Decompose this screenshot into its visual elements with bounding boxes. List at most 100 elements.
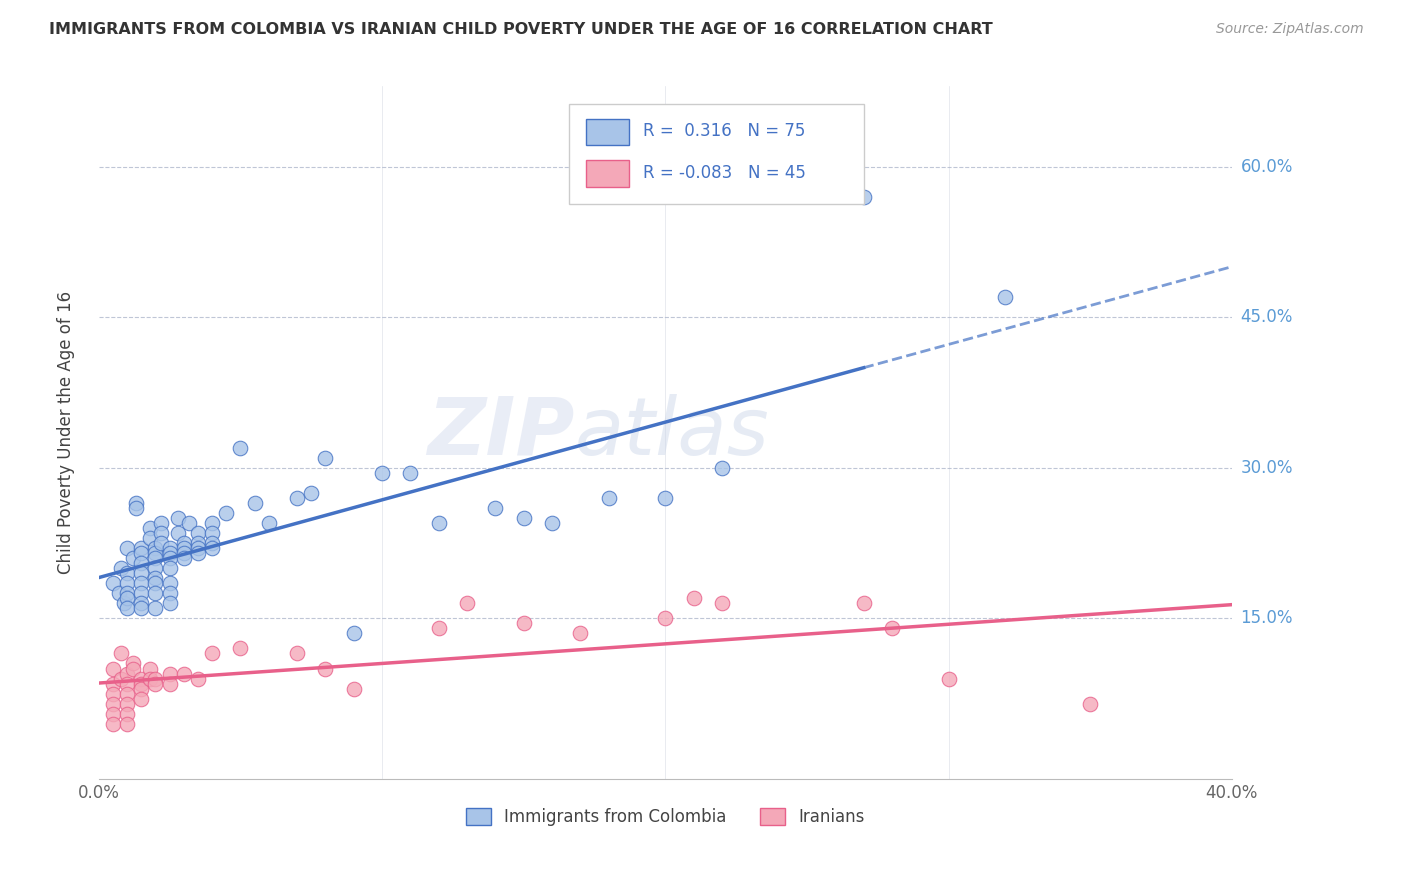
Point <box>201 647 224 661</box>
Point <box>512 616 534 631</box>
Point <box>110 647 132 661</box>
Point <box>243 496 266 510</box>
Point <box>159 551 181 566</box>
Point <box>145 586 167 600</box>
Point <box>115 541 138 555</box>
Point <box>121 657 143 671</box>
Point <box>110 561 132 575</box>
Point <box>173 546 195 560</box>
Point <box>139 531 162 545</box>
Point <box>285 491 308 505</box>
Point <box>139 672 162 686</box>
Text: 60.0%: 60.0% <box>1240 158 1292 176</box>
Point <box>129 541 152 555</box>
Y-axis label: Child Poverty Under the Age of 16: Child Poverty Under the Age of 16 <box>58 291 75 574</box>
Point <box>124 496 146 510</box>
Point <box>229 441 252 455</box>
Point <box>201 526 224 541</box>
Point <box>145 576 167 591</box>
Text: Source: ZipAtlas.com: Source: ZipAtlas.com <box>1216 22 1364 37</box>
Point <box>314 450 336 465</box>
Point <box>124 500 146 515</box>
Point <box>167 526 190 541</box>
Point <box>145 672 167 686</box>
Point <box>159 576 181 591</box>
Point <box>129 566 152 581</box>
Point <box>427 516 450 530</box>
Point <box>115 676 138 690</box>
Point <box>129 681 152 696</box>
Point <box>159 561 181 575</box>
Point <box>399 466 422 480</box>
Text: 15.0%: 15.0% <box>1240 609 1294 627</box>
Point <box>150 536 173 550</box>
Point <box>129 556 152 570</box>
Point <box>512 511 534 525</box>
Point <box>139 661 162 675</box>
Point <box>159 596 181 610</box>
Bar <box>586 161 628 186</box>
Point <box>145 551 167 566</box>
Point <box>187 672 209 686</box>
Point <box>299 486 322 500</box>
Point <box>129 672 152 686</box>
Point <box>201 536 224 550</box>
Point <box>201 541 224 555</box>
Point <box>101 706 124 721</box>
Point <box>101 576 124 591</box>
Point <box>101 687 124 701</box>
Point <box>229 641 252 656</box>
Point <box>101 661 124 675</box>
Point <box>682 591 704 606</box>
Point <box>1078 697 1101 711</box>
Point <box>201 516 224 530</box>
Point <box>139 521 162 535</box>
Point <box>187 526 209 541</box>
Point <box>145 676 167 690</box>
Point <box>121 551 143 566</box>
Point <box>115 666 138 681</box>
Point <box>145 546 167 560</box>
Point <box>159 586 181 600</box>
Point <box>159 546 181 560</box>
Point <box>101 676 124 690</box>
Text: 30.0%: 30.0% <box>1240 458 1294 476</box>
Point <box>598 491 620 505</box>
Point <box>427 621 450 635</box>
Text: R = -0.083   N = 45: R = -0.083 N = 45 <box>643 164 806 182</box>
Point <box>115 706 138 721</box>
Point <box>852 596 875 610</box>
Point <box>173 551 195 566</box>
Point <box>115 586 138 600</box>
Point <box>159 676 181 690</box>
Point <box>115 697 138 711</box>
Point <box>115 591 138 606</box>
Point <box>285 647 308 661</box>
Point <box>101 716 124 731</box>
Point <box>112 596 135 610</box>
FancyBboxPatch shape <box>569 103 863 204</box>
Legend: Immigrants from Colombia, Iranians: Immigrants from Colombia, Iranians <box>460 801 872 833</box>
Point <box>101 697 124 711</box>
Point <box>129 576 152 591</box>
Point <box>150 516 173 530</box>
Point <box>145 601 167 615</box>
Point <box>173 541 195 555</box>
Point <box>484 500 506 515</box>
Point <box>371 466 394 480</box>
Point <box>343 681 366 696</box>
Point <box>343 626 366 640</box>
Point <box>115 601 138 615</box>
Point <box>129 676 152 690</box>
Point <box>115 687 138 701</box>
Point <box>115 716 138 731</box>
Point <box>129 596 152 610</box>
Point <box>167 511 190 525</box>
Point <box>107 586 129 600</box>
Point <box>129 546 152 560</box>
Point <box>852 190 875 204</box>
Point <box>173 536 195 550</box>
Point <box>121 661 143 675</box>
Point <box>541 516 564 530</box>
Point <box>215 506 238 520</box>
